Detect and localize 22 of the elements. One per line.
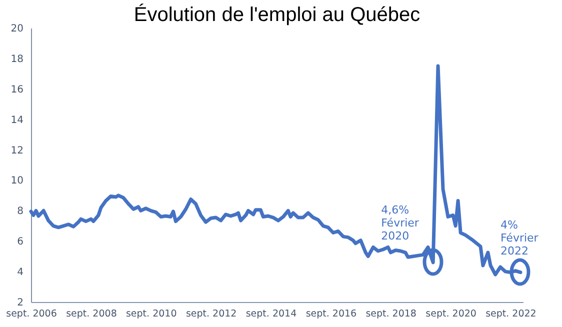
y-tick-label: 4 <box>17 267 24 278</box>
x-tick-label: sept. 2014 <box>246 308 297 320</box>
y-tick-label: 16 <box>10 84 24 96</box>
x-tick-label: sept. 2012 <box>186 308 237 320</box>
annotation: 4% Février 2022 <box>500 218 539 258</box>
y-tick-label: 10 <box>10 176 24 187</box>
y-tick-label: 18 <box>10 54 24 65</box>
y-tick-label: 20 <box>10 24 24 34</box>
y-tick-label: 12 <box>10 145 24 156</box>
y-tick-label: 6 <box>17 236 24 248</box>
x-tick-label: sept. 2010 <box>126 308 177 320</box>
y-tick-label: 8 <box>17 206 24 218</box>
x-tick-label: sept. 2018 <box>366 308 416 320</box>
chart-title: Évolution de l'emploi au Québec <box>134 3 420 26</box>
x-tick-label: sept. 2006 <box>6 308 57 320</box>
x-tick-label: sept. 2008 <box>66 308 117 320</box>
x-tick-label: sept. 2022 <box>486 308 536 320</box>
y-tick-label: 14 <box>10 114 24 126</box>
x-tick-label: sept. 2016 <box>306 308 357 320</box>
y-tick-label: 2 <box>17 298 24 308</box>
x-tick-label: sept. 2020 <box>426 308 476 320</box>
annotation: 4,6% Février 2020 <box>381 203 420 242</box>
